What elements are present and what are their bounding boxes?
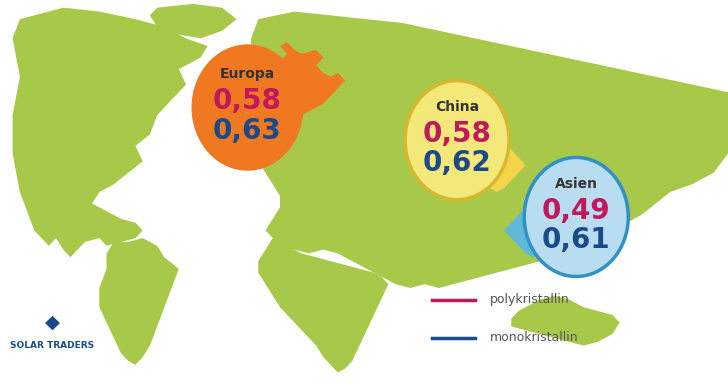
Text: China: China [435,101,479,114]
Polygon shape [504,200,562,257]
Polygon shape [511,296,620,346]
Ellipse shape [193,46,301,169]
Polygon shape [446,115,526,192]
Polygon shape [244,12,728,288]
Text: 0,49: 0,49 [542,197,611,225]
Text: SOLAR TRADERS: SOLAR TRADERS [10,341,95,350]
Ellipse shape [405,81,509,200]
Text: 0,58: 0,58 [422,120,491,148]
Polygon shape [266,42,345,119]
Text: monokristallin: monokristallin [489,331,578,344]
Polygon shape [12,8,207,257]
Text: Asien: Asien [555,177,598,191]
Polygon shape [99,238,179,365]
Text: 0,62: 0,62 [423,149,491,177]
Polygon shape [258,238,388,372]
Text: 0,58: 0,58 [213,88,282,115]
Ellipse shape [524,157,628,276]
Text: ◆: ◆ [45,313,60,332]
Text: Europa: Europa [220,67,275,81]
Text: 0,61: 0,61 [542,225,611,253]
Text: 0,63: 0,63 [213,117,282,145]
Text: polykristallin: polykristallin [489,293,569,306]
Polygon shape [150,4,237,38]
